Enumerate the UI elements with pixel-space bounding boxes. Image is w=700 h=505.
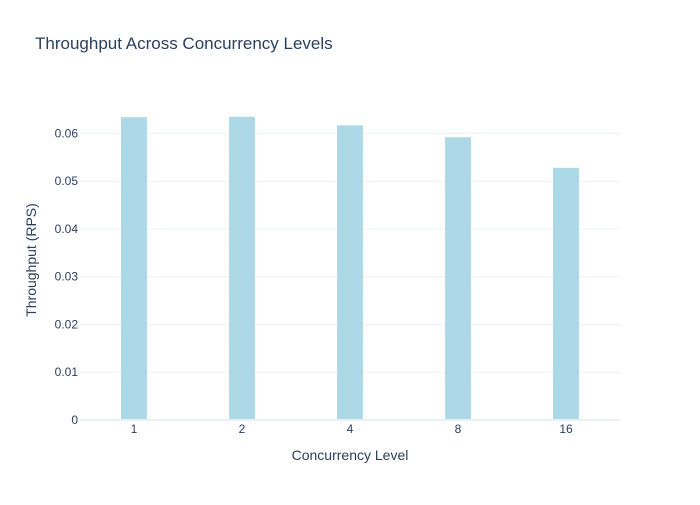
x-tick-label: 16 [559,422,573,436]
x-tick-label: 4 [347,422,354,436]
bar-8 [445,137,471,421]
x-tick-label: 8 [455,422,462,436]
y-tick-label: 0.02 [55,317,79,331]
y-axis-title: Throughput (RPS) [23,203,39,317]
y-tick-label: 0.06 [55,126,79,140]
y-tick-label: 0.03 [55,270,79,284]
y-tick-label: 0.01 [55,365,79,379]
y-tick-label: 0.04 [55,222,79,236]
y-tick-label: 0.05 [55,174,79,188]
bar-16 [553,167,579,420]
chart-title: Throughput Across Concurrency Levels [35,34,333,53]
bar-1 [121,117,147,420]
y-tick-label: 0 [71,413,78,427]
x-axis-title: Concurrency Level [292,447,409,463]
x-tick-label: 2 [239,422,246,436]
bar-2 [229,116,255,420]
x-tick-label: 1 [131,422,138,436]
bar-4 [337,125,363,421]
